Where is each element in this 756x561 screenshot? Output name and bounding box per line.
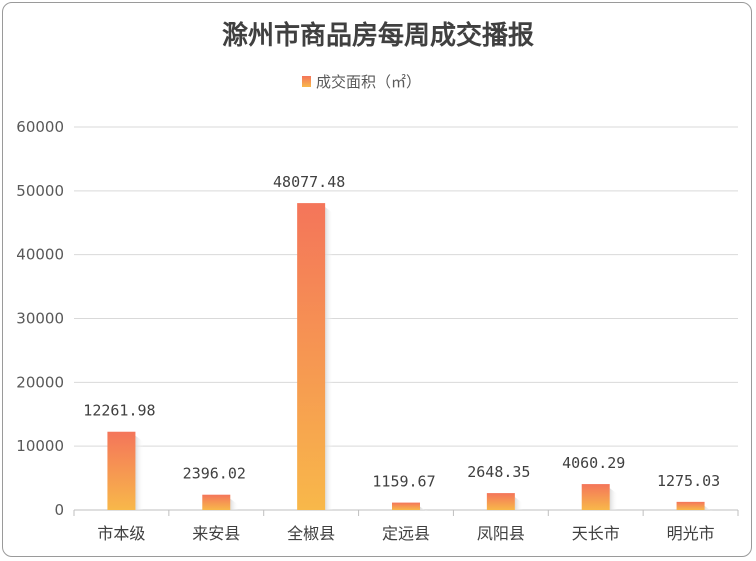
y-tick-label: 20000 (16, 373, 64, 391)
data-label: 2648.35 (467, 463, 530, 481)
y-tick-label: 10000 (16, 437, 64, 455)
x-tick-label: 凤阳县 (477, 524, 525, 543)
y-tick-label: 50000 (16, 182, 64, 200)
data-label: 1275.03 (657, 472, 720, 490)
bar-shadow (230, 498, 239, 510)
bar (297, 203, 326, 511)
data-label: 1159.67 (372, 473, 435, 491)
y-tick-label: 60000 (16, 118, 64, 136)
bar (202, 494, 231, 510)
y-axis: 0 10000 20000 30000 40000 50000 60000 (16, 118, 64, 519)
bar (107, 431, 136, 510)
bar (581, 484, 610, 510)
x-tick-label: 来安县 (192, 524, 240, 543)
bar-shadow (514, 497, 523, 510)
data-label: 12261.98 (83, 402, 155, 420)
y-tick-label: 30000 (16, 310, 64, 328)
y-tick-label: 0 (54, 501, 64, 519)
x-tick-label: 明光市 (667, 524, 715, 543)
bar-shadow (704, 505, 713, 512)
bar (486, 493, 515, 510)
x-axis: 市本级 来安县 全椒县 定远县 凤阳县 天长市 明光市 (73, 510, 739, 543)
bars (107, 203, 705, 511)
x-tick-label: 定远县 (382, 524, 430, 543)
gridlines (74, 126, 738, 511)
bar-shadow (609, 488, 618, 510)
bar (676, 501, 705, 510)
legend-label: 成交面积（㎡） (316, 73, 421, 91)
data-label: 48077.48 (273, 173, 345, 191)
data-labels: 12261.98 2396.02 48077.48 1159.67 2648.35 406… (83, 173, 720, 490)
bar-shadow (135, 435, 144, 510)
y-tick-label: 40000 (16, 246, 64, 264)
x-tick-label: 市本级 (97, 524, 145, 543)
bar-shadow (420, 506, 428, 513)
bar-shadow (325, 207, 334, 511)
bar (392, 502, 420, 510)
x-tick-label: 全椒县 (287, 524, 335, 543)
bar-shadows (135, 207, 713, 513)
chart-title: 滁州市商品房每周成交播报 (222, 20, 534, 51)
data-label: 4060.29 (562, 454, 625, 472)
legend: 成交面积（㎡） (302, 73, 421, 91)
legend-swatch (302, 76, 311, 87)
x-tick-label: 天长市 (572, 524, 620, 543)
data-label: 2396.02 (183, 465, 246, 483)
